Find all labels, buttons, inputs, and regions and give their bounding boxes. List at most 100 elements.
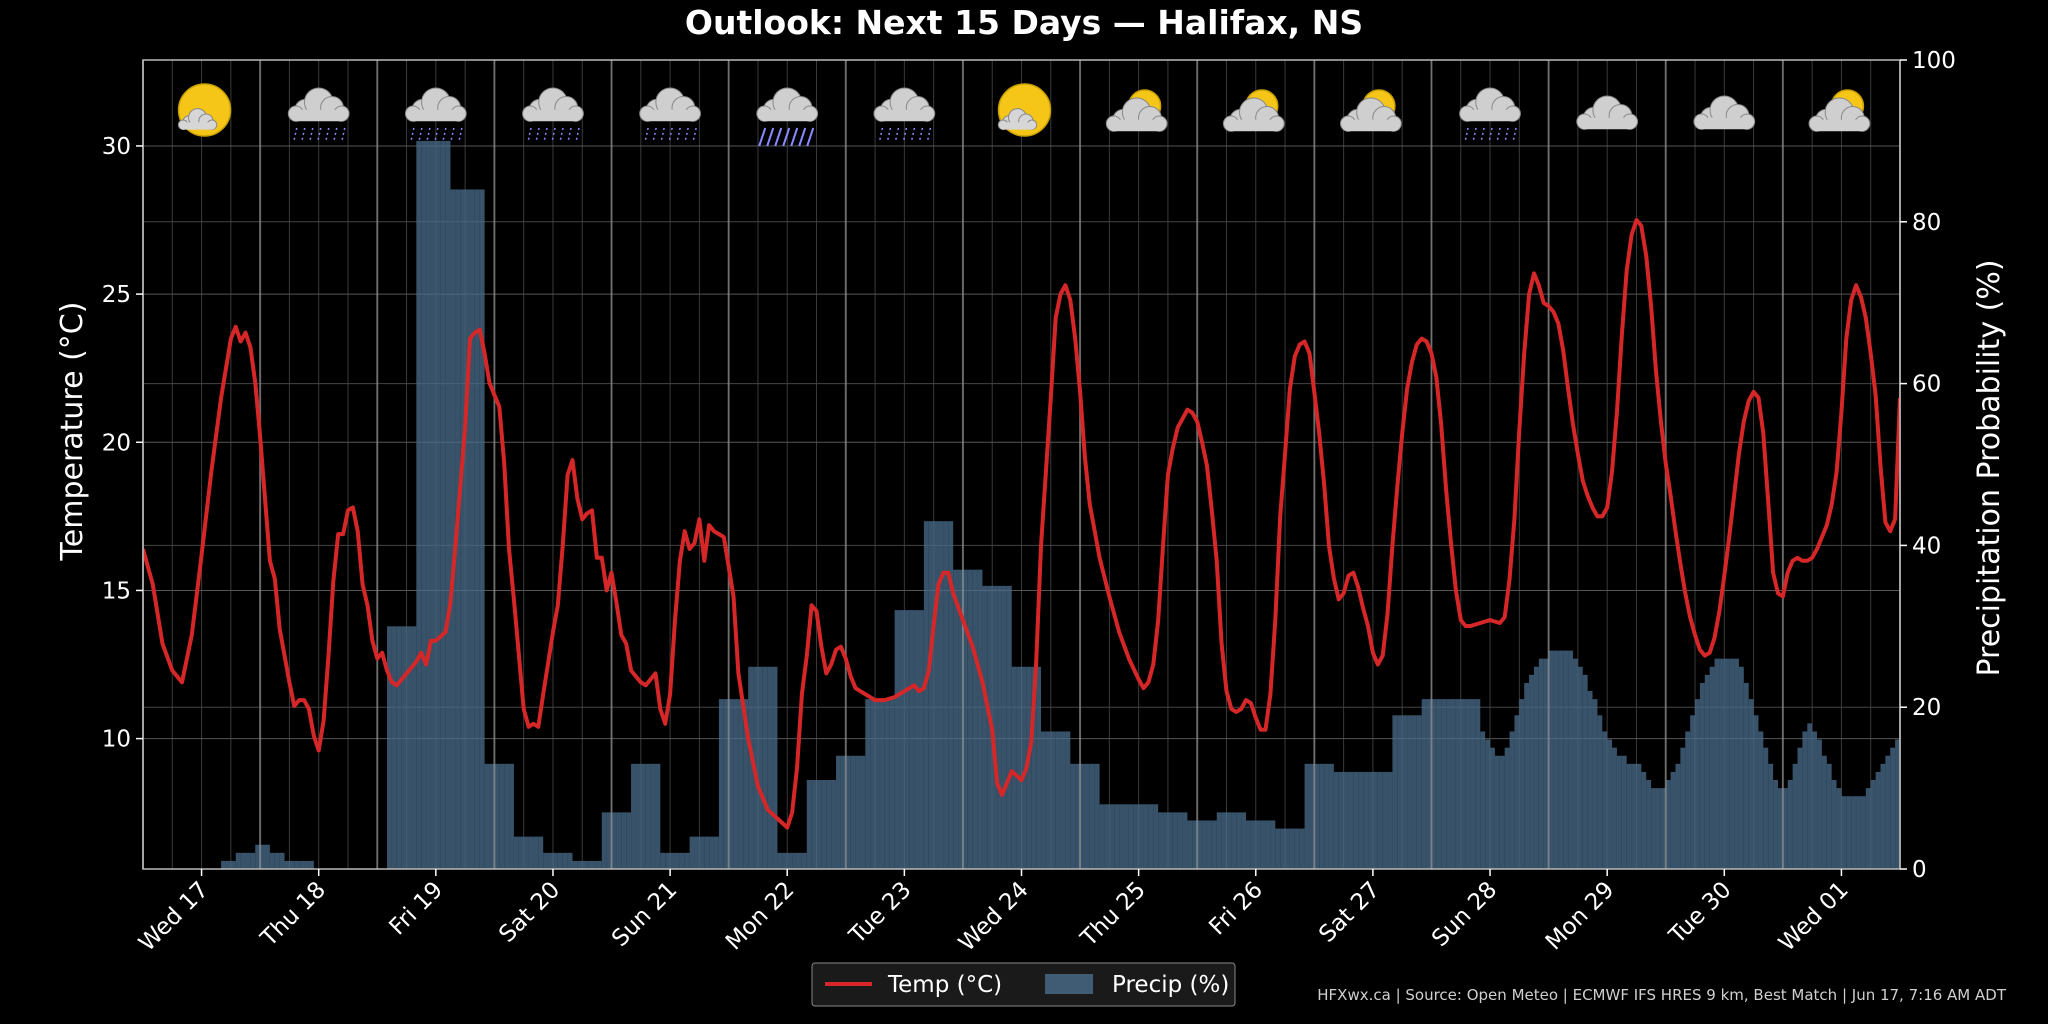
rain-drop [559, 127, 564, 143]
rain-drop [660, 127, 665, 143]
precip-bar [1246, 820, 1251, 869]
cloud-shape [1808, 97, 1871, 132]
precip-bar [1807, 723, 1813, 869]
cloud-shape [177, 108, 218, 131]
precip-bar [1714, 658, 1720, 869]
precip-bar [552, 852, 558, 869]
precip-bar [1265, 820, 1271, 869]
cloud-base [1695, 117, 1753, 130]
light-rain-icon [287, 87, 350, 143]
x-tick-label: Fri 26 [1204, 877, 1268, 941]
precip-bar [1411, 715, 1417, 869]
precip-bar [1026, 666, 1032, 869]
precip-bar [1934, 715, 1939, 869]
precip-bar [1221, 812, 1227, 869]
precip-bar [1226, 812, 1232, 869]
precip-bar [494, 763, 500, 869]
precip-bar [772, 666, 778, 869]
precip-bar [1407, 715, 1412, 869]
precip-bar [1416, 715, 1422, 869]
x-tick-label: Wed 24 [954, 877, 1034, 957]
precip-bar [821, 780, 827, 869]
x-tick-label: Tue 30 [1664, 877, 1737, 950]
precip-bar [816, 780, 822, 869]
precip-bar [240, 852, 246, 869]
rain-drop [1488, 127, 1493, 143]
precip-bar [919, 610, 924, 869]
precip-bar [533, 836, 539, 869]
rain-drop [758, 127, 767, 147]
precip-bar [1080, 763, 1085, 869]
cloud-shape [1105, 97, 1168, 132]
precip-bar [997, 585, 1002, 869]
precip-bar [543, 852, 549, 869]
rain-drop [766, 127, 775, 147]
precip-bar [1353, 771, 1359, 869]
rain-drop [340, 127, 346, 143]
precip-bar [1665, 780, 1671, 869]
precip-bar [631, 763, 636, 869]
precip-bar [1558, 650, 1564, 869]
precip-bar [796, 852, 802, 869]
precip-bar [1675, 763, 1681, 869]
precip-bar [1382, 771, 1388, 869]
precip-bar [421, 140, 427, 869]
precip-bar [1870, 780, 1876, 869]
precip-bar [474, 189, 480, 869]
precip-bar [1826, 763, 1832, 869]
source-credit: HFXwx.ca | Source: Open Meteo | ECMWF IF… [1317, 986, 2007, 1004]
precip-bar [635, 763, 641, 869]
precip-bar [1519, 699, 1525, 869]
precip-bar [1148, 804, 1154, 869]
rain-drop [332, 127, 338, 143]
precip-bar [1836, 788, 1842, 869]
precip-bar [1670, 771, 1676, 869]
precip-bar [401, 626, 407, 869]
precip-bar [1621, 755, 1627, 869]
precip-bar [1216, 812, 1222, 869]
precip-bar [792, 852, 797, 869]
precip-bar [1123, 804, 1129, 869]
cloud-shape [756, 87, 819, 122]
precip-bar [836, 755, 841, 869]
precip-bar [230, 860, 236, 869]
rain-drop [543, 127, 548, 143]
precip-bar [865, 699, 871, 869]
precip-bar [977, 569, 983, 869]
precip-bar [1924, 715, 1929, 869]
precip-bar [1734, 658, 1739, 869]
precip-bar [748, 666, 754, 869]
precip-bar [1001, 585, 1007, 869]
precip-bar [1202, 820, 1207, 869]
precip-bar [1533, 666, 1539, 869]
precip-bar [1743, 682, 1749, 869]
precip-bar [855, 755, 861, 869]
precip-bar [938, 521, 944, 869]
precip-bar [1821, 755, 1827, 869]
precip-bar [1758, 731, 1764, 869]
precip-bar [1285, 828, 1290, 869]
precip-bar [1724, 658, 1730, 869]
precip-bar [1782, 788, 1788, 869]
precip-bar [225, 860, 231, 869]
precip-bar [723, 699, 729, 869]
precip-bar [518, 836, 524, 869]
precip-bar [235, 852, 241, 869]
precip-bar [1797, 747, 1803, 869]
cloud-base [1342, 119, 1400, 132]
precip-bar [689, 836, 695, 869]
precip-bar [489, 763, 495, 869]
precip-bar [1543, 658, 1549, 869]
precip-bar [972, 569, 978, 869]
precip-bar [1680, 747, 1686, 869]
precip-bar [684, 852, 690, 869]
temp-line [143, 218, 1900, 830]
precip-bar [1465, 699, 1471, 869]
cloud-shape [997, 108, 1038, 131]
rain-drop [1512, 127, 1517, 143]
precip-bar [904, 610, 910, 869]
rain-drop [450, 127, 455, 143]
precip-bar [1812, 731, 1818, 869]
precip-bar [1865, 788, 1871, 869]
precip-bar [782, 852, 788, 869]
